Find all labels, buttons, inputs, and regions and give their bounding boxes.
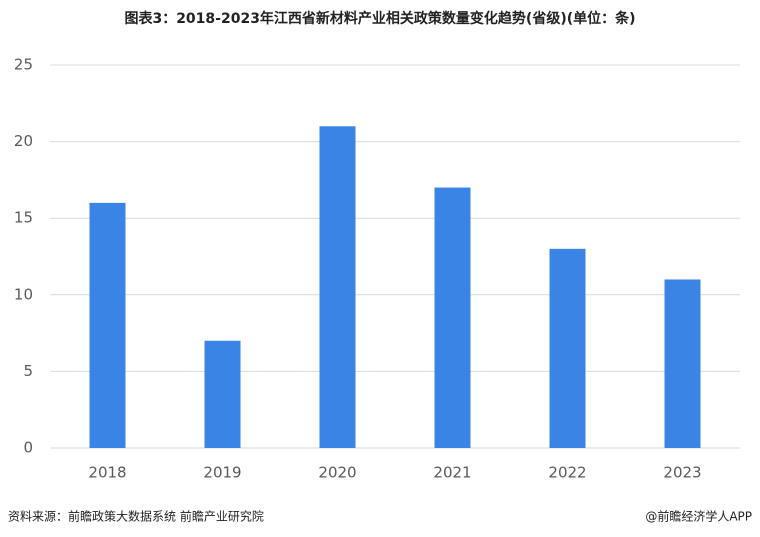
x-tick-label: 2023 [663, 464, 701, 482]
bar [204, 340, 241, 448]
y-tick-label: 0 [23, 439, 33, 457]
y-tick-label: 10 [14, 285, 33, 303]
x-tick-label: 2020 [318, 464, 356, 482]
y-tick-label: 20 [14, 132, 33, 150]
y-tick-label: 25 [14, 56, 33, 74]
x-tick-label: 2021 [433, 464, 471, 482]
y-tick-label: 5 [23, 362, 33, 380]
chart-title: 图表3：2018-2023年江西省新材料产业相关政策数量变化趋势(省级)(单位：… [124, 10, 635, 27]
bar [89, 202, 126, 448]
x-tick-label: 2018 [88, 464, 126, 482]
bar [319, 126, 356, 448]
y-tick-label: 15 [14, 209, 33, 227]
bar [549, 248, 586, 448]
bar [664, 279, 701, 448]
x-tick-label: 2022 [548, 464, 586, 482]
x-tick-label: 2019 [203, 464, 241, 482]
source-note: 资料来源：前瞻政策大数据系统 前瞻产业研究院 [8, 509, 264, 524]
credit: @前瞻经济学人APP [645, 509, 752, 524]
bar [434, 187, 471, 448]
